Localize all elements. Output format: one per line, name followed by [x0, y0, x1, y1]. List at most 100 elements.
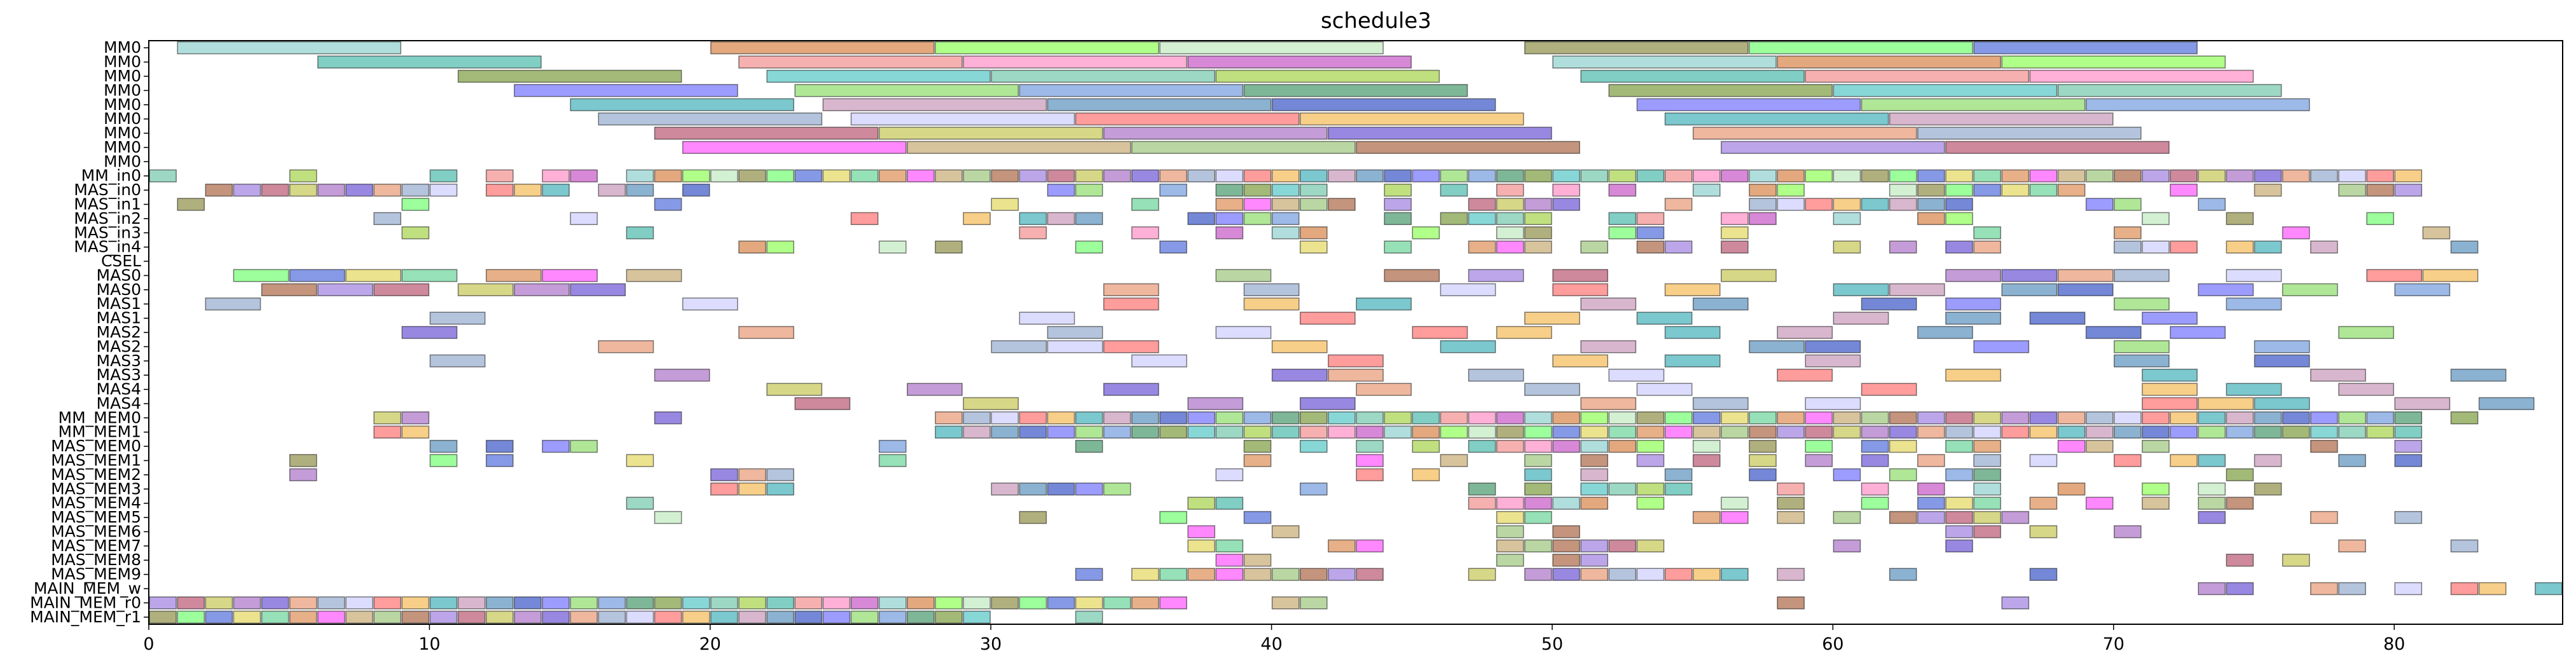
task-bar [1945, 297, 2001, 311]
task-bar [1580, 468, 1609, 482]
task-bar [1524, 568, 1552, 581]
task-bar [1749, 454, 1777, 467]
task-bar [1749, 439, 1777, 453]
task-bar [1945, 198, 1973, 211]
y-tick-label: MM_MEM0 [59, 408, 141, 427]
task-bar [1889, 568, 1917, 581]
task-bar [1889, 183, 1917, 197]
y-tick-label: MAIN_MEM_r0 [30, 593, 141, 612]
task-bar [514, 283, 570, 296]
task-bar [2226, 496, 2254, 510]
task-bar [2170, 169, 2198, 182]
task-bar [654, 169, 682, 182]
task-bar [1721, 568, 1749, 581]
task-bar [2254, 411, 2282, 425]
task-bar [1777, 369, 1833, 382]
task-bar [1692, 425, 1721, 439]
task-bar [1608, 411, 1637, 425]
task-bar [401, 411, 430, 425]
task-bar [485, 183, 514, 197]
task-bar [1271, 369, 1328, 382]
task-bar [1749, 41, 1973, 55]
task-bar [570, 610, 598, 624]
task-bar [1608, 439, 1637, 453]
task-bar [2254, 354, 2310, 367]
task-bar [1019, 482, 1047, 496]
task-bar [1524, 439, 1552, 453]
task-bar [1328, 568, 1356, 581]
task-bar [205, 596, 233, 610]
task-bar [1019, 226, 1047, 240]
task-bar [1496, 169, 1524, 182]
task-bar [1159, 568, 1187, 581]
task-bar [1299, 596, 1328, 610]
task-bar [2114, 411, 2142, 425]
task-bar [766, 383, 823, 396]
task-bar [2198, 496, 2226, 510]
task-bar [2450, 539, 2479, 553]
task-bar [1384, 198, 1412, 211]
task-bar [1299, 439, 1328, 453]
task-bar [991, 482, 1019, 496]
task-bar [401, 425, 430, 439]
task-bar [2142, 496, 2170, 510]
task-bar [1215, 212, 1244, 226]
task-bar [2338, 539, 2366, 553]
y-axis: MM0MM0MM0MM0MM0MM0MM0MM0MM0MM_in0MAS_in0… [30, 38, 149, 626]
y-tick-label: MAS_MEM9 [51, 565, 141, 584]
task-bar [1973, 169, 2001, 182]
task-bar [2198, 198, 2226, 211]
bars-layer [149, 41, 2563, 624]
task-bar [485, 439, 514, 453]
task-bar [626, 226, 654, 240]
task-bar [1328, 539, 1356, 553]
task-bar [2057, 411, 2086, 425]
task-bar [1440, 212, 1468, 226]
task-bar [991, 198, 1019, 211]
task-bar [963, 411, 991, 425]
task-bar [1328, 425, 1356, 439]
task-bar [1805, 397, 1861, 411]
task-bar [1889, 439, 1917, 453]
task-bar [1103, 340, 1159, 353]
task-bar [1468, 439, 1496, 453]
task-bar [1833, 468, 1861, 482]
task-bar [1440, 340, 1496, 353]
task-bar [2226, 468, 2254, 482]
task-bar [2450, 411, 2479, 425]
task-bar [401, 325, 458, 339]
task-bar [1945, 169, 1973, 182]
task-bar [2310, 169, 2338, 182]
task-bar [1384, 240, 1412, 254]
task-bar [1299, 112, 1524, 126]
task-bar [626, 269, 682, 282]
task-bar [598, 112, 823, 126]
task-bar [1328, 369, 1384, 382]
task-bar [682, 140, 907, 154]
task-bar [1215, 568, 1244, 581]
task-bar [1945, 468, 1973, 482]
y-tick-label: MAS0 [97, 266, 141, 284]
task-bar [1636, 212, 1665, 226]
task-bar [1889, 468, 1917, 482]
task-bar [2085, 439, 2114, 453]
task-bar [1973, 411, 2001, 425]
task-bar [1917, 425, 1945, 439]
task-bar [2226, 411, 2254, 425]
task-bar [1356, 297, 1412, 311]
task-bar [2366, 212, 2394, 226]
task-bar [963, 169, 991, 182]
task-bar [1833, 84, 2058, 97]
y-tick-label: MM0 [104, 95, 141, 114]
task-bar [1103, 425, 1131, 439]
task-bar [1636, 496, 1665, 510]
task-bar [1524, 425, 1552, 439]
task-bar [1524, 226, 1552, 240]
task-bar [2029, 183, 2058, 197]
task-bar [1861, 297, 1917, 311]
task-bar [1833, 539, 1861, 553]
task-bar [1384, 169, 1412, 182]
task-bar [1159, 425, 1187, 439]
task-bar [2394, 439, 2423, 453]
task-bar [1243, 183, 1272, 197]
